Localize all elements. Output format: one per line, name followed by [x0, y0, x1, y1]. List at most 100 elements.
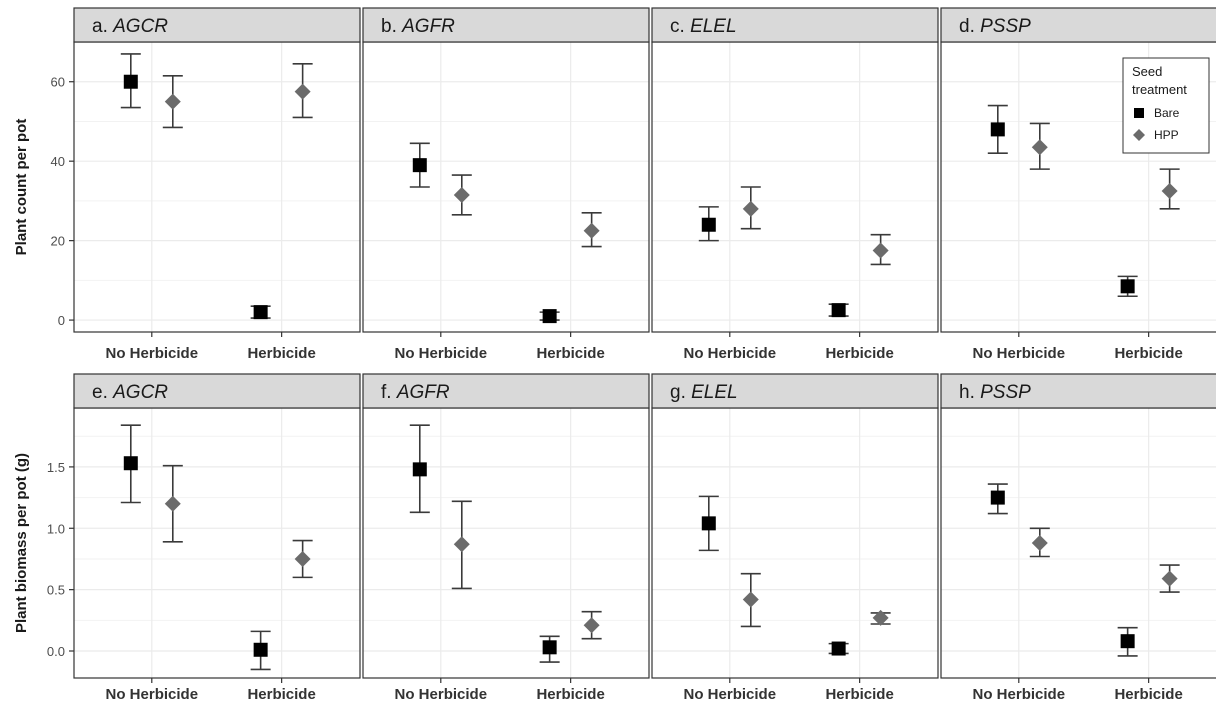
panel-e: e. AGCR No Herbicide Herbicide 0.0 0.5 1.0 1.5	[47, 373, 361, 703]
strip-label: d. PSSP	[959, 16, 1031, 37]
panel-letter: b.	[381, 16, 402, 37]
y-axis-label: Plant count per pot	[13, 119, 30, 256]
y-tick-label: 1.5	[47, 460, 65, 475]
panel-background	[941, 408, 1216, 678]
strip-label: f. AGFR	[381, 382, 450, 403]
point-hpp-diamond	[1031, 535, 1048, 551]
panel-letter: e.	[92, 382, 113, 403]
species-name: AGCR	[112, 16, 168, 37]
x-tick-label: Herbicide	[536, 345, 604, 362]
species-name: AGCR	[112, 382, 168, 403]
legend-label-hpp: HPP	[1154, 128, 1179, 142]
point-hpp-diamond	[872, 609, 889, 626]
strip-label: b. AGFR	[381, 16, 455, 37]
point-bare-square	[542, 309, 557, 324]
point-hpp-diamond	[164, 495, 181, 512]
strip-background	[940, 7, 1216, 43]
point-hpp-diamond	[1031, 139, 1048, 156]
y-tick-label: 1.0	[47, 521, 65, 536]
point-hpp-diamond	[742, 200, 759, 217]
point-hpp-diamond	[294, 550, 311, 567]
panel-f: f. AGFR No Herbicide Herbicide	[362, 373, 650, 703]
point-bare-square	[412, 158, 427, 173]
point-bare-square	[1120, 279, 1135, 294]
point-hpp-diamond	[872, 242, 889, 259]
strip-background	[362, 373, 650, 409]
y-tick-label: 60	[51, 75, 65, 90]
point-hpp-diamond	[583, 222, 600, 239]
x-tick-label: Herbicide	[825, 345, 893, 362]
y-tick-label: 0.0	[47, 644, 65, 659]
panel-letter: h.	[959, 382, 980, 403]
panel-a: a. AGCR No Herbicide Herbicide 0 20 40 60	[51, 7, 361, 362]
panel-background	[74, 42, 360, 332]
x-tick-label: Herbicide	[247, 345, 315, 362]
x-tick-label: Herbicide	[1114, 686, 1182, 703]
point-bare-square	[701, 217, 716, 232]
point-bare-square	[253, 305, 268, 320]
y-tick-label: 40	[51, 154, 65, 169]
y-axis-label: Plant biomass per pot (g)	[13, 453, 30, 633]
point-hpp-diamond	[1161, 182, 1178, 199]
point-hpp-diamond	[1161, 570, 1178, 587]
strip-label: c. ELEL	[670, 16, 737, 37]
panel-letter: f.	[381, 382, 397, 403]
panel-g: g. ELEL No Herbicide Herbicide	[651, 373, 939, 703]
panel-c: c. ELEL No Herbicide Herbicide	[651, 7, 939, 362]
legend-label-bare: Bare	[1154, 106, 1180, 120]
point-bare-square	[831, 303, 846, 318]
panel-letter: c.	[670, 16, 690, 37]
strip-background	[73, 7, 361, 43]
point-bare-square	[412, 462, 427, 477]
x-tick-label: No Herbicide	[684, 345, 777, 362]
species-name: PSSP	[980, 16, 1031, 37]
strip-background	[362, 7, 650, 43]
strip-background	[651, 373, 939, 409]
panel-background	[74, 408, 360, 678]
panel-background	[652, 42, 938, 332]
panel-letter: d.	[959, 16, 980, 37]
x-tick-label: No Herbicide	[973, 345, 1066, 362]
panel-background	[363, 42, 649, 332]
panel-b: b. AGFR No Herbicide Herbicide	[362, 7, 650, 362]
x-tick-label: Herbicide	[247, 686, 315, 703]
strip-background	[940, 373, 1216, 409]
x-tick-label: No Herbicide	[395, 345, 488, 362]
y-tick-label: 0	[58, 313, 65, 328]
point-bare-square	[123, 456, 138, 471]
point-hpp-diamond	[164, 93, 181, 110]
point-hpp-diamond	[583, 617, 600, 634]
point-bare-square	[1120, 634, 1135, 649]
species-name: ELEL	[690, 16, 736, 37]
panel-letter: a.	[92, 16, 113, 37]
species-name: AGFR	[396, 382, 450, 403]
legend-key-hpp	[1133, 129, 1145, 141]
strip-label: g. ELEL	[670, 382, 738, 403]
point-bare-square	[990, 122, 1005, 137]
x-tick-label: No Herbicide	[973, 686, 1066, 703]
strip-label: h. PSSP	[959, 382, 1031, 403]
y-tick-label: 0.5	[47, 583, 65, 598]
species-name: AGFR	[401, 16, 455, 37]
legend: Seed treatment Bare HPP	[1122, 57, 1210, 154]
species-name: PSSP	[980, 382, 1031, 403]
point-hpp-diamond	[453, 536, 470, 553]
panel-letter: g.	[670, 382, 691, 403]
x-tick-label: Herbicide	[1114, 345, 1182, 362]
x-tick-label: No Herbicide	[106, 686, 199, 703]
panel-background	[652, 408, 938, 678]
legend-title-line1: Seed	[1132, 64, 1162, 79]
x-tick-label: No Herbicide	[395, 686, 488, 703]
x-tick-label: No Herbicide	[684, 686, 777, 703]
legend-title-line2: treatment	[1132, 82, 1187, 97]
panel-h: h. PSSP No Herbicide Herbicide	[940, 373, 1216, 703]
point-hpp-diamond	[742, 591, 759, 608]
x-tick-label: No Herbicide	[106, 345, 199, 362]
strip-label: a. AGCR	[92, 16, 168, 37]
panel-background	[363, 408, 649, 678]
strip-background	[73, 373, 361, 409]
point-hpp-diamond	[294, 83, 311, 100]
x-tick-label: Herbicide	[825, 686, 893, 703]
legend-key-bare	[1134, 108, 1144, 118]
strip-label: e. AGCR	[92, 382, 168, 403]
